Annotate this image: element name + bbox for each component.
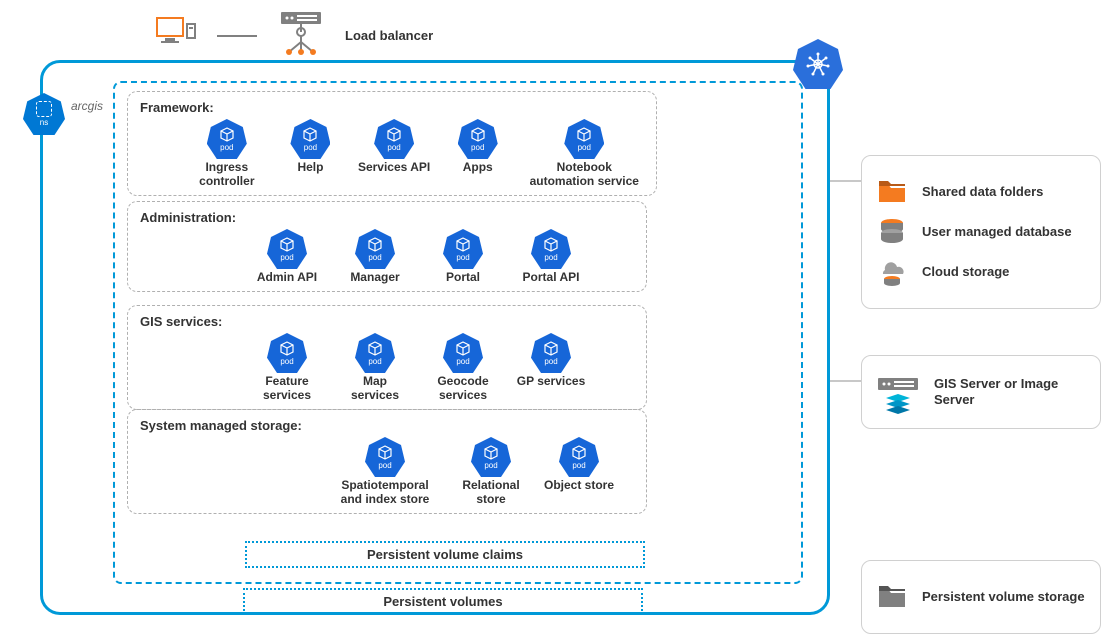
pod-icon: pod [267, 229, 307, 269]
pod-apps: pod Apps [441, 119, 515, 189]
pod-admin-api: pod Admin API [250, 229, 324, 285]
user-managed-db-row: User managed database [876, 216, 1086, 248]
gis-services-section: GIS services: pod Feature services pod M… [127, 305, 647, 410]
cloud-storage-row: Cloud storage [876, 256, 1086, 288]
pod-icon: pod [365, 437, 405, 477]
pod-icon: pod [443, 229, 483, 269]
kubernetes-cluster-box: ns arcgis [40, 60, 830, 615]
pod-icon: pod [564, 119, 604, 159]
persistent-volumes-box: Persistent volumes [243, 588, 643, 615]
shared-data-folders-row: Shared data folders [876, 176, 1086, 208]
section-title: Administration: [140, 210, 634, 225]
pod-notebook-automation: pod Notebook automation service [525, 119, 644, 189]
pod-icon: pod [559, 437, 599, 477]
gis-server-panel: GIS Server or Image Server [861, 355, 1101, 429]
pod-map-services: pod Map services [338, 333, 412, 403]
connector-line [217, 35, 257, 37]
pod-icon: pod [355, 229, 395, 269]
connector-line [828, 180, 862, 182]
pod-icon: pod [374, 119, 414, 159]
arcgis-namespace-box: Framework: pod Ingress controller pod He… [113, 81, 803, 584]
top-row: Load balancer [155, 10, 433, 61]
load-balancer-icon [277, 10, 325, 61]
pod-object-store: pod Object store [542, 437, 616, 507]
pod-icon: pod [458, 119, 498, 159]
server-layers-icon [876, 376, 920, 408]
pod-spatiotemporal-store: pod Spatiotemporal and index store [330, 437, 440, 507]
client-computer-icon [155, 16, 197, 55]
pod-icon: pod [290, 119, 330, 159]
pod-icon: pod [531, 333, 571, 373]
pod-geocode-services: pod Geocode services [426, 333, 500, 403]
cloud-storage-icon [876, 256, 908, 288]
pod-services-api: pod Services API [357, 119, 431, 189]
pod-feature-services: pod Feature services [250, 333, 324, 403]
storage-section: System managed storage: pod Spatiotempor… [127, 409, 647, 514]
folder-icon [876, 581, 908, 613]
pod-relational-store: pod Relational store [454, 437, 528, 507]
pod-gp-services: pod GP services [514, 333, 588, 403]
connector-line [828, 380, 862, 382]
section-title: Framework: [140, 100, 644, 115]
pv-storage-row: Persistent volume storage [876, 581, 1086, 613]
gis-server-row: GIS Server or Image Server [876, 376, 1086, 408]
load-balancer-label: Load balancer [345, 28, 433, 43]
pod-ingress-controller: pod Ingress controller [190, 119, 264, 189]
database-stack-icon [876, 216, 908, 248]
namespace-label: arcgis [71, 99, 103, 113]
persistent-volume-storage-panel: Persistent volume storage [861, 560, 1101, 634]
persistent-volume-claims-box: Persistent volume claims [245, 541, 645, 568]
pod-icon: pod [355, 333, 395, 373]
pod-icon: pod [207, 119, 247, 159]
pod-help: pod Help [274, 119, 348, 189]
administration-section: Administration: pod Admin API pod Manage… [127, 201, 647, 292]
section-title: System managed storage: [140, 418, 634, 433]
pod-icon: pod [267, 333, 307, 373]
namespace-icon: ns [23, 93, 65, 135]
section-title: GIS services: [140, 314, 634, 329]
external-storage-panel: Shared data folders User managed databas… [861, 155, 1101, 309]
kubernetes-icon [793, 39, 843, 89]
pod-manager: pod Manager [338, 229, 412, 285]
folder-icon [876, 176, 908, 208]
pod-portal-api: pod Portal API [514, 229, 588, 285]
pod-icon: pod [471, 437, 511, 477]
pod-icon: pod [443, 333, 483, 373]
pod-portal: pod Portal [426, 229, 500, 285]
pod-icon: pod [531, 229, 571, 269]
framework-section: Framework: pod Ingress controller pod He… [127, 91, 657, 196]
